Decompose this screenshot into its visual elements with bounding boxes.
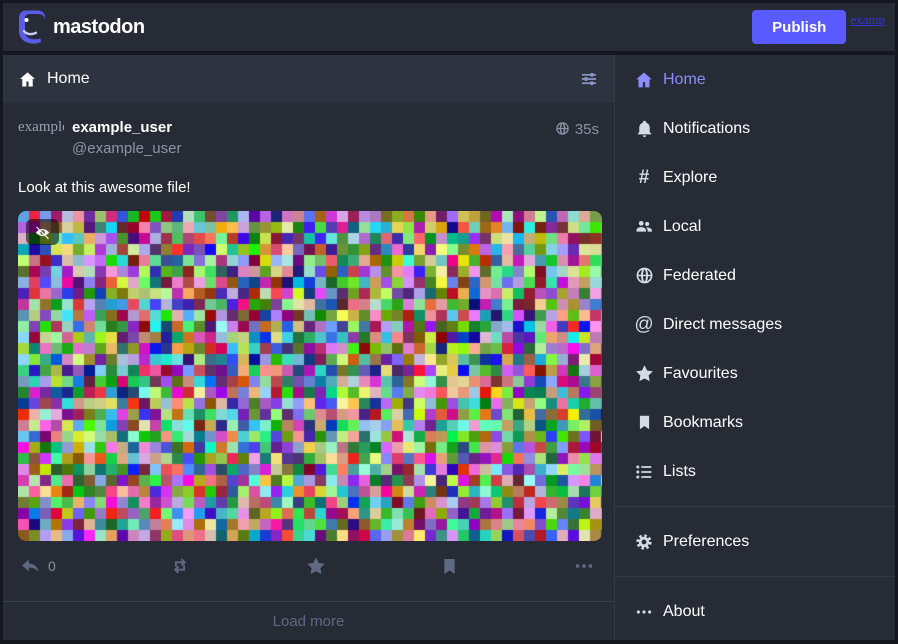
globe-icon xyxy=(633,266,655,285)
mastodon-glyph-icon xyxy=(15,9,49,45)
sidebar-item-about[interactable]: About xyxy=(615,587,895,636)
status-meta[interactable]: 35s xyxy=(555,119,599,165)
more-button[interactable] xyxy=(573,555,595,577)
author-names[interactable]: example_user @example_user xyxy=(72,119,181,165)
hide-media-button[interactable] xyxy=(26,219,59,245)
reply-button[interactable]: 0 xyxy=(20,556,56,577)
status-post: example example_user @example_user 35s xyxy=(3,103,614,601)
column-title: Home xyxy=(47,70,90,88)
mastodon-logo[interactable]: mastodon xyxy=(15,9,145,45)
account-handle: @example_user xyxy=(72,140,181,157)
reply-icon xyxy=(20,556,41,577)
sidebar-item-direct-messages[interactable]: @ Direct messages xyxy=(615,300,895,349)
sidebar-item-label: Notifications xyxy=(663,120,750,138)
sidebar-divider xyxy=(615,576,895,577)
sidebar-item-lists[interactable]: Lists xyxy=(615,447,895,496)
at-icon: @ xyxy=(633,315,655,334)
reply-count: 0 xyxy=(48,558,56,574)
sidebar-item-label: Preferences xyxy=(663,533,749,551)
bookmark-icon xyxy=(633,413,655,432)
sidebar-item-bookmarks[interactable]: Bookmarks xyxy=(615,398,895,447)
boost-icon xyxy=(169,555,191,577)
load-more-button[interactable]: Load more xyxy=(3,601,614,640)
star-icon xyxy=(305,555,327,577)
gear-icon xyxy=(633,532,655,552)
sidebar-item-label: Explore xyxy=(663,169,717,187)
column-header[interactable]: Home xyxy=(3,55,614,103)
users-icon xyxy=(633,217,655,236)
mastodon-wordmark: mastodon xyxy=(53,16,145,39)
content-area: Home example example_user @example_user xyxy=(3,55,895,640)
publish-button[interactable]: Publish xyxy=(752,10,846,44)
bell-icon xyxy=(633,119,655,139)
post-media-image xyxy=(18,211,602,541)
sidebar-item-label: Federated xyxy=(663,267,736,285)
account-overflow-link[interactable]: examp xyxy=(850,12,885,28)
sidebar-divider xyxy=(615,506,895,507)
sidebar-item-favourites[interactable]: Favourites xyxy=(615,349,895,398)
home-icon xyxy=(633,70,655,90)
home-column: Home example example_user @example_user xyxy=(3,55,614,640)
top-bar: mastodon Publish examp xyxy=(3,3,895,51)
timestamp: 35s xyxy=(575,121,599,138)
sidebar-item-home[interactable]: Home xyxy=(615,55,895,104)
sidebar-item-label: Favourites xyxy=(663,365,738,383)
media-attachment[interactable] xyxy=(18,211,602,541)
app-root: mastodon Publish examp Home xyxy=(0,0,898,644)
star-icon xyxy=(633,363,655,384)
sidebar-item-notifications[interactable]: Notifications xyxy=(615,104,895,153)
sidebar-item-label: Home xyxy=(663,71,706,89)
status-content: Look at this awesome file! xyxy=(18,177,599,199)
sidebar-item-label: Local xyxy=(663,218,701,236)
bookmark-button[interactable] xyxy=(440,556,459,577)
boost-button[interactable] xyxy=(169,555,191,577)
status-action-bar: 0 xyxy=(18,555,599,601)
sidebar-item-preferences[interactable]: Preferences xyxy=(615,517,895,566)
display-name: example_user xyxy=(72,119,181,136)
public-globe-icon xyxy=(555,121,570,136)
sidebar-item-label: Lists xyxy=(663,463,696,481)
sidebar-item-label: Direct messages xyxy=(663,316,782,334)
eye-slash-icon xyxy=(34,224,51,241)
avatar[interactable]: example xyxy=(18,119,64,165)
navigation-sidebar: Home Notifications # Explore Local xyxy=(614,55,895,640)
sidebar-item-label: Bookmarks xyxy=(663,414,743,432)
bookmark-icon xyxy=(440,556,459,577)
ellipsis-icon xyxy=(573,555,595,577)
home-icon xyxy=(18,70,37,89)
list-icon xyxy=(633,462,655,482)
column-settings-icon[interactable] xyxy=(579,69,599,89)
sidebar-item-local[interactable]: Local xyxy=(615,202,895,251)
favourite-button[interactable] xyxy=(305,555,327,577)
sidebar-item-federated[interactable]: Federated xyxy=(615,251,895,300)
topbar-actions: Publish examp xyxy=(752,10,885,44)
sidebar-item-explore[interactable]: # Explore xyxy=(615,153,895,202)
hashtag-icon: # xyxy=(633,168,655,187)
status-header: example example_user @example_user 35s xyxy=(18,119,599,165)
ellipsis-icon xyxy=(633,603,655,621)
sidebar-item-label: About xyxy=(663,603,705,621)
